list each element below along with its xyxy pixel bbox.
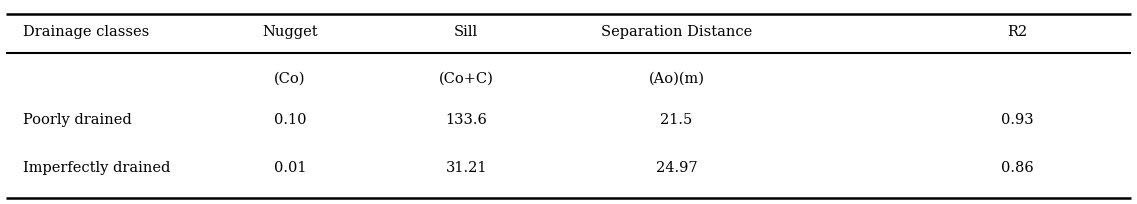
Text: Poorly drained: Poorly drained	[23, 113, 132, 127]
Text: 24.97: 24.97	[656, 161, 697, 175]
Text: Sill: Sill	[454, 25, 479, 39]
Text: 0.10: 0.10	[274, 113, 306, 127]
Text: R2: R2	[1007, 25, 1028, 39]
Text: 0.93: 0.93	[1002, 113, 1034, 127]
Text: 133.6: 133.6	[446, 113, 487, 127]
Text: Separation Distance: Separation Distance	[600, 25, 753, 39]
Text: Imperfectly drained: Imperfectly drained	[23, 161, 171, 175]
Text: (Co): (Co)	[274, 72, 306, 85]
Text: 21.5: 21.5	[661, 113, 692, 127]
Text: 31.21: 31.21	[446, 161, 487, 175]
Text: 0.86: 0.86	[1002, 161, 1034, 175]
Text: (Ao)(m): (Ao)(m)	[648, 72, 705, 85]
Text: 0.01: 0.01	[274, 161, 306, 175]
Text: Nugget: Nugget	[263, 25, 317, 39]
Text: Drainage classes: Drainage classes	[23, 25, 149, 39]
Text: (Co+C): (Co+C)	[439, 72, 493, 85]
